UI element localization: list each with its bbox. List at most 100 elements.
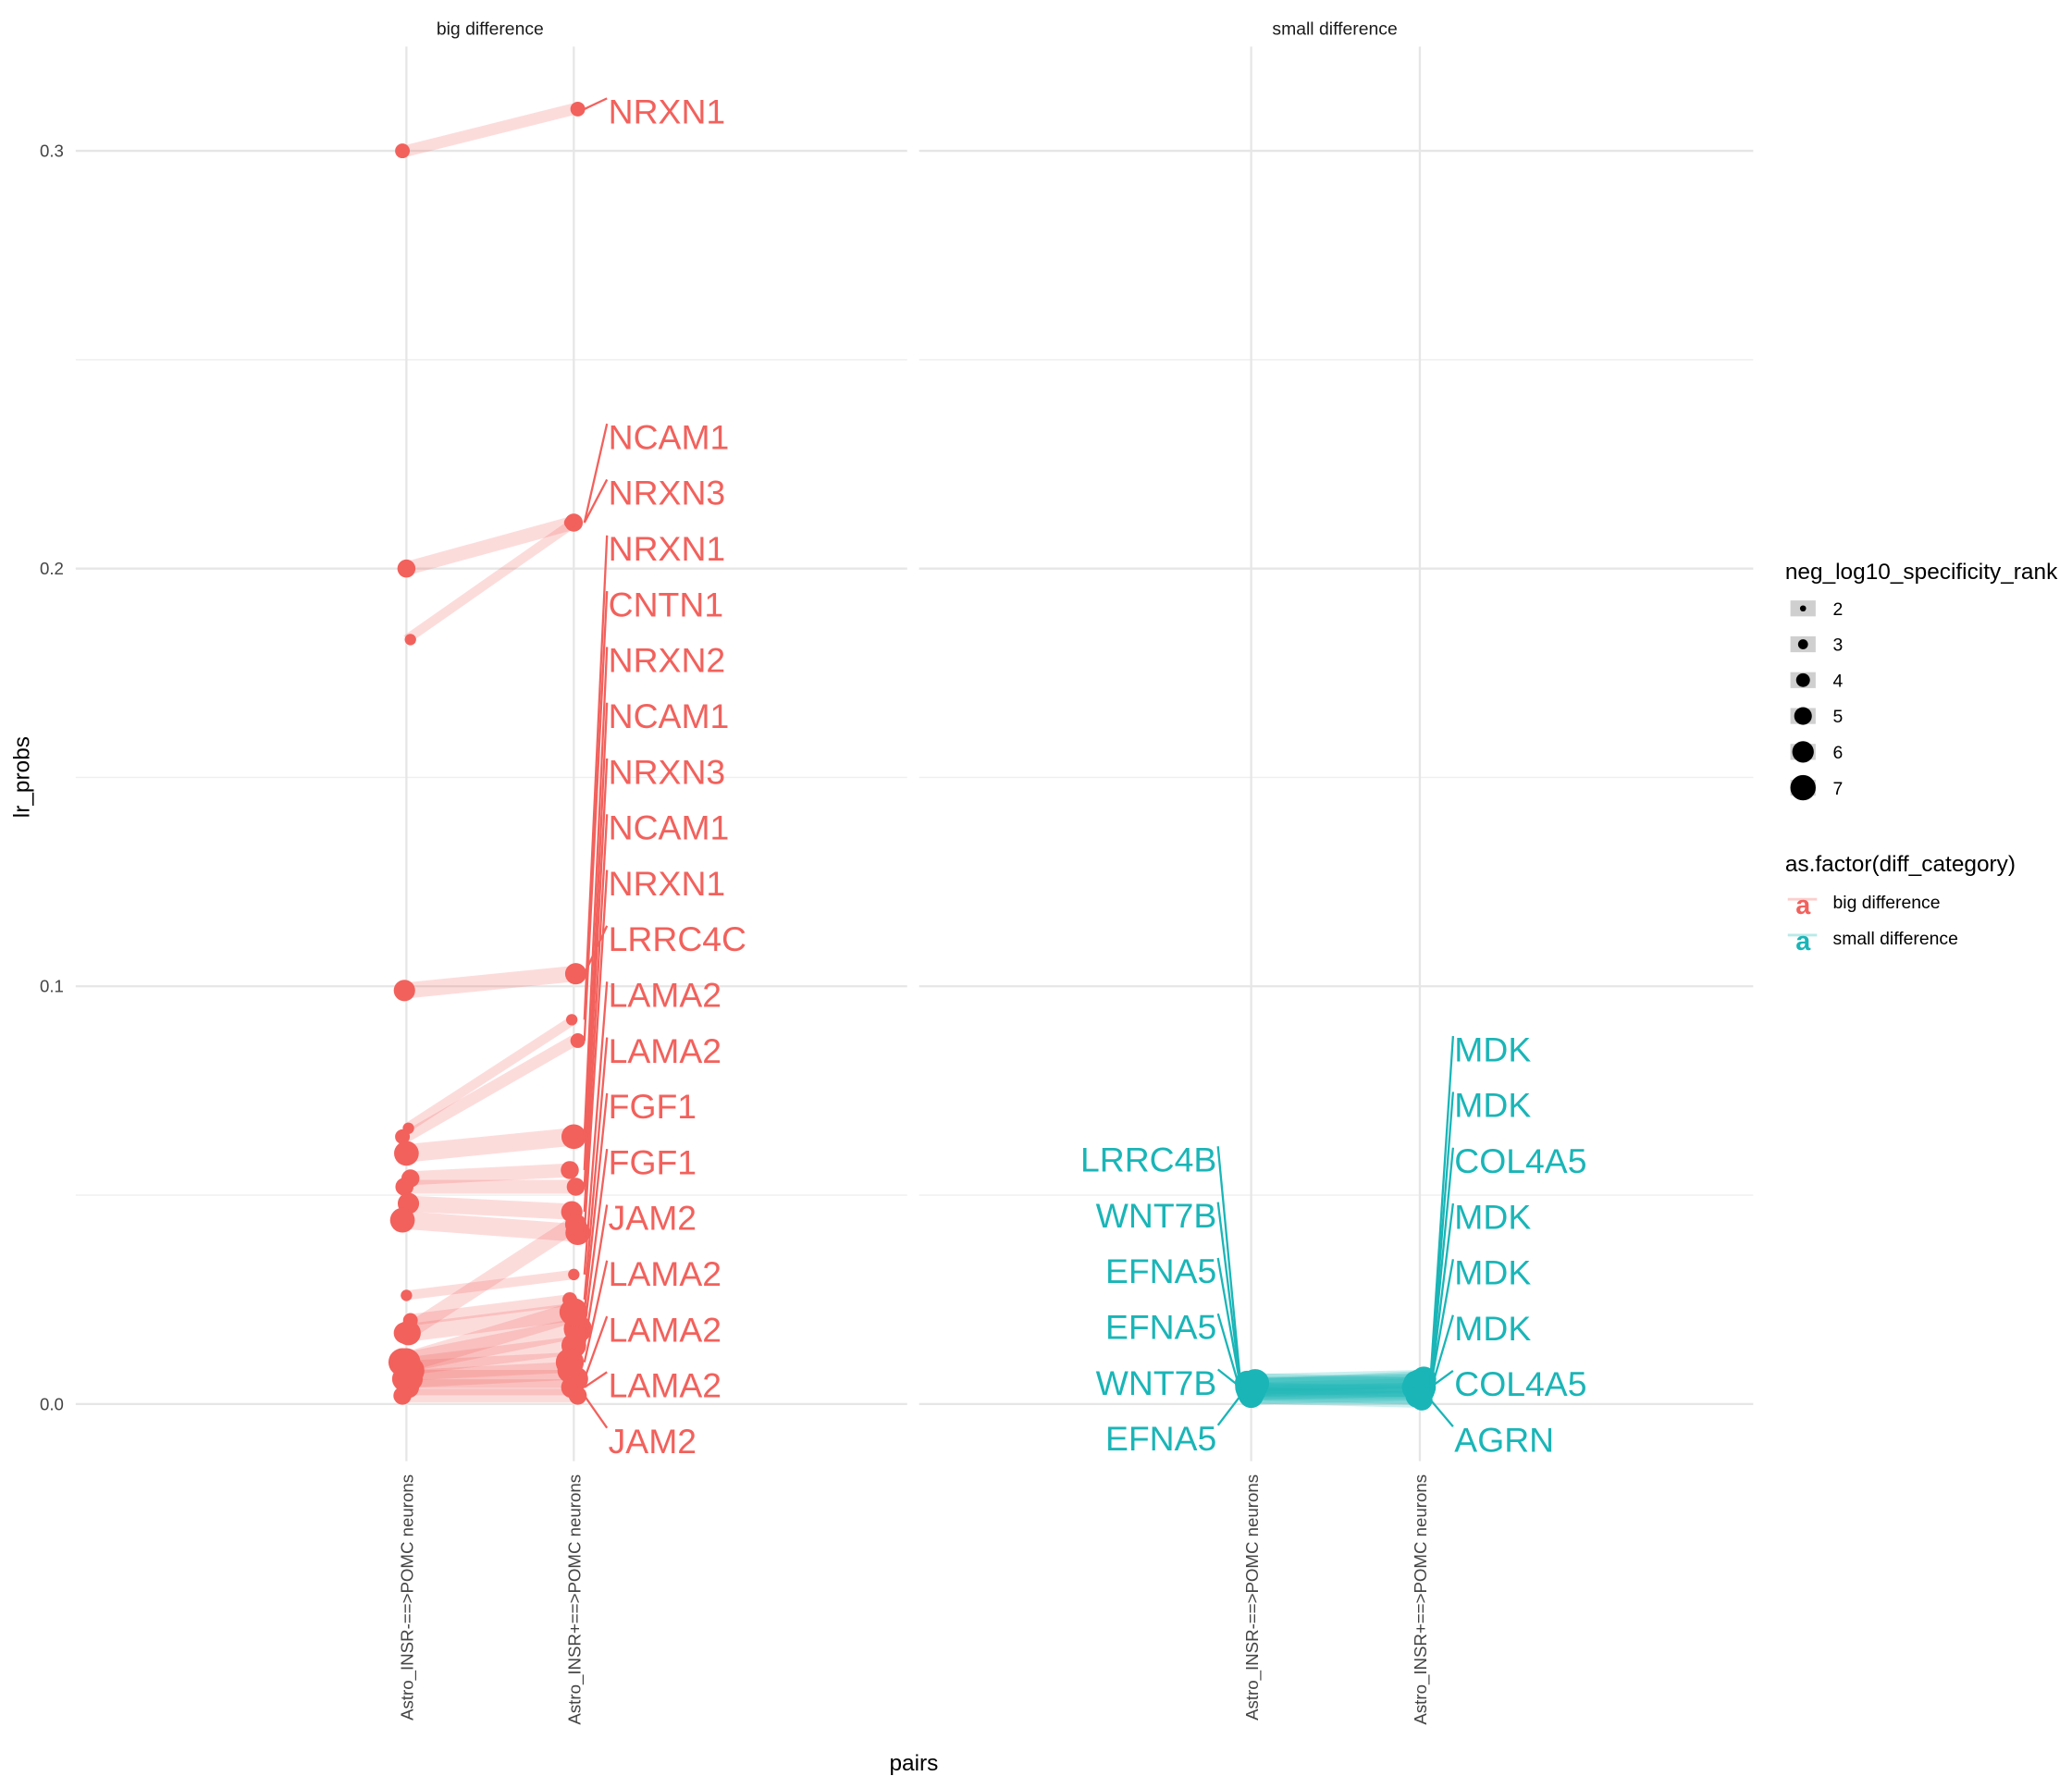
- right-point: [566, 1178, 586, 1196]
- connector-line: [1251, 1388, 1421, 1408]
- chart-text: big difference small difference pairs lr…: [10, 18, 2058, 1776]
- gene-label: NRXN3: [609, 752, 726, 791]
- left-point: [395, 1128, 411, 1144]
- gene-label: EFNA5: [1105, 1419, 1216, 1458]
- x-tick-label: Astro_INSR+==>POMC neurons: [1411, 1474, 1431, 1725]
- legend-size-label: 4: [1833, 671, 1844, 691]
- connector-line: [403, 1302, 577, 1373]
- y-tick-label: 0.3: [40, 142, 64, 161]
- legend-size-point: [1795, 672, 1810, 687]
- gene-label: COL4A5: [1454, 1141, 1586, 1180]
- gene-label: LRRC4C: [609, 919, 746, 958]
- left-point: [393, 980, 415, 1002]
- gene-label: MDK: [1454, 1309, 1531, 1348]
- connector-line: [1251, 1378, 1421, 1401]
- legend-size-label: 2: [1833, 599, 1844, 620]
- gene-label: LAMA2: [609, 1366, 722, 1405]
- label-leader-line: [583, 423, 609, 524]
- gene-label: FGF1: [609, 1142, 697, 1181]
- x-axis-label: pairs: [889, 1751, 938, 1776]
- label-leader-line: [583, 478, 609, 524]
- chart-marks: [388, 97, 1455, 1429]
- connector-line: [405, 966, 575, 999]
- label-leader-line: [583, 1395, 609, 1429]
- gene-label: LAMA2: [609, 1031, 722, 1070]
- label-leader-line: [583, 702, 609, 1171]
- x-tick-label: Astro_INSR-==>POMC neurons: [398, 1474, 418, 1720]
- right-point: [560, 1298, 588, 1326]
- gene-label: LAMA2: [609, 976, 722, 1015]
- connector-line: [1251, 1373, 1421, 1398]
- gene-label: LAMA2: [609, 1310, 722, 1349]
- connector-line: [1251, 1374, 1421, 1397]
- label-leader-line: [583, 1149, 609, 1329]
- legend-size-label: 3: [1833, 635, 1844, 656]
- gene-label: AGRN: [1454, 1421, 1554, 1460]
- x-tick-label: Astro_INSR+==>POMC neurons: [564, 1474, 585, 1725]
- gene-label: WNT7B: [1096, 1196, 1217, 1235]
- connector-line: [1251, 1371, 1421, 1396]
- gene-label: MDK: [1454, 1197, 1531, 1236]
- gene-label: NCAM1: [609, 808, 730, 847]
- gene-label: JAM2: [609, 1422, 697, 1461]
- right-point: [1409, 1385, 1431, 1407]
- left-point: [395, 143, 411, 159]
- y-tick-label: 0.0: [40, 1394, 64, 1413]
- connector-line: [405, 1269, 574, 1301]
- right-point: [557, 1358, 583, 1384]
- gene-label: EFNA5: [1105, 1307, 1216, 1346]
- right-point: [561, 1161, 579, 1179]
- connector-line: [405, 1361, 574, 1388]
- right-point: [570, 1032, 586, 1048]
- connector-line: [404, 515, 576, 575]
- gene-label: MDK: [1454, 1253, 1531, 1292]
- right-point: [561, 1124, 586, 1150]
- legend-color-label: big difference: [1833, 893, 1941, 913]
- connector-line: [405, 1351, 574, 1381]
- connector-line: [1251, 1373, 1421, 1398]
- gene-label: NCAM1: [609, 417, 730, 456]
- label-leader-line: [583, 647, 609, 1137]
- connector-line: [403, 1035, 577, 1142]
- label-leader-line: [1429, 1259, 1455, 1388]
- connector-line: [404, 1318, 576, 1373]
- label-leader-line: [583, 1204, 609, 1346]
- gene-label: JAM2: [609, 1199, 697, 1238]
- legend-size-point: [1794, 707, 1812, 725]
- gene-label: NRXN2: [609, 641, 726, 680]
- legend-size-title: neg_log10_specificity_rank: [1785, 560, 2058, 585]
- gene-label: NRXN1: [609, 529, 726, 568]
- gene-label: NRXN1: [609, 864, 726, 903]
- connector-line: [405, 1128, 575, 1163]
- label-leader-line: [1216, 1146, 1242, 1384]
- right-point: [565, 1014, 578, 1026]
- connector-line: [1251, 1382, 1421, 1405]
- left-point: [401, 1289, 413, 1301]
- legend-size-point: [1797, 639, 1808, 649]
- label-leader-line: [583, 1037, 609, 1301]
- legend-size-point: [1799, 605, 1807, 612]
- gene-label: LAMA2: [609, 1254, 722, 1293]
- legend-color-glyph: a: [1795, 927, 1811, 956]
- label-leader-line: [1217, 1368, 1241, 1388]
- label-leader-line: [1216, 1202, 1242, 1388]
- label-leader-line: [1216, 1257, 1242, 1388]
- label-leader-line: [1216, 1395, 1242, 1426]
- legend-color-glyph: a: [1795, 891, 1811, 920]
- label-leader-line: [583, 925, 609, 975]
- label-leader-line: [1429, 1147, 1455, 1384]
- connector-line: [1251, 1369, 1421, 1393]
- label-leader-line: [583, 758, 609, 1188]
- legend-size-point: [1790, 774, 1816, 801]
- label-leader-line: [583, 870, 609, 1233]
- left-point: [395, 1178, 413, 1196]
- label-leader-line: [1429, 1370, 1454, 1388]
- connector-line: [405, 1211, 575, 1242]
- legend-color-label: small difference: [1833, 929, 1958, 949]
- label-leader-line: [583, 981, 609, 1275]
- gene-label: MDK: [1454, 1086, 1531, 1125]
- label-leader-line: [584, 1371, 608, 1388]
- left-point: [404, 634, 416, 646]
- right-point: [1412, 1368, 1435, 1390]
- right-point: [568, 1268, 580, 1281]
